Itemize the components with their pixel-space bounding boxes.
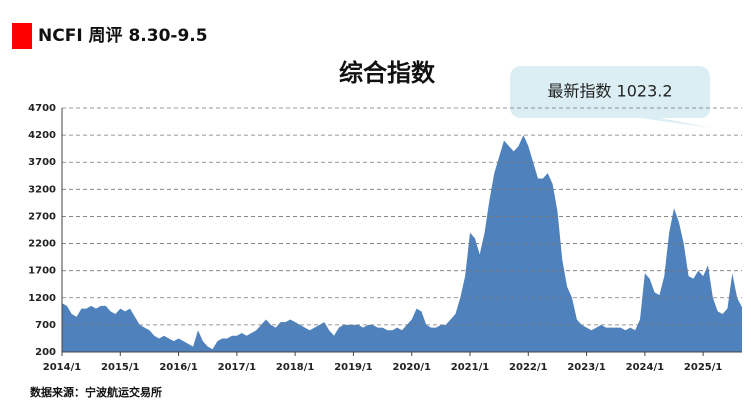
- y-tick-label: 3700: [28, 157, 56, 168]
- area: [62, 135, 742, 352]
- x-tick-label: 2024/1: [626, 362, 664, 373]
- y-tick-label: 1700: [28, 266, 56, 277]
- x-tick-label: 2020/1: [392, 362, 430, 373]
- x-tick-label: 2018/1: [276, 362, 314, 373]
- x-tick-label: 2016/1: [159, 362, 197, 373]
- y-tick-label: 200: [35, 347, 56, 358]
- header-marker: [12, 23, 32, 49]
- y-tick-label: 1200: [28, 293, 56, 304]
- callout-box: [510, 66, 712, 128]
- y-tick-label: 2200: [28, 239, 56, 250]
- x-tick-label: 2015/1: [101, 362, 139, 373]
- x-tick-label: 2023/1: [567, 362, 605, 373]
- chart-title: 综合指数: [339, 59, 436, 87]
- source: 数据来源：宁波航运交易所: [30, 385, 162, 399]
- y-tick-label: 4200: [28, 130, 56, 141]
- x-tick-label: 2019/1: [334, 362, 372, 373]
- x-tick-label: 2022/1: [509, 362, 547, 373]
- annotation: 最新指数 1023.2: [547, 82, 672, 101]
- x-tick-label: 2014/1: [43, 362, 81, 373]
- y-tick-label: 700: [35, 320, 56, 331]
- x-tick-label: 2017/1: [218, 362, 256, 373]
- y-tick-label: 2700: [28, 211, 56, 222]
- y-tick-label: 4700: [28, 103, 56, 114]
- x-tick-label: 2021/1: [451, 362, 489, 373]
- y-tick-label: 3200: [28, 184, 56, 195]
- x-tick-label: 2025/1: [684, 362, 722, 373]
- header: NCFI 周评 8.30-9.5: [38, 26, 208, 46]
